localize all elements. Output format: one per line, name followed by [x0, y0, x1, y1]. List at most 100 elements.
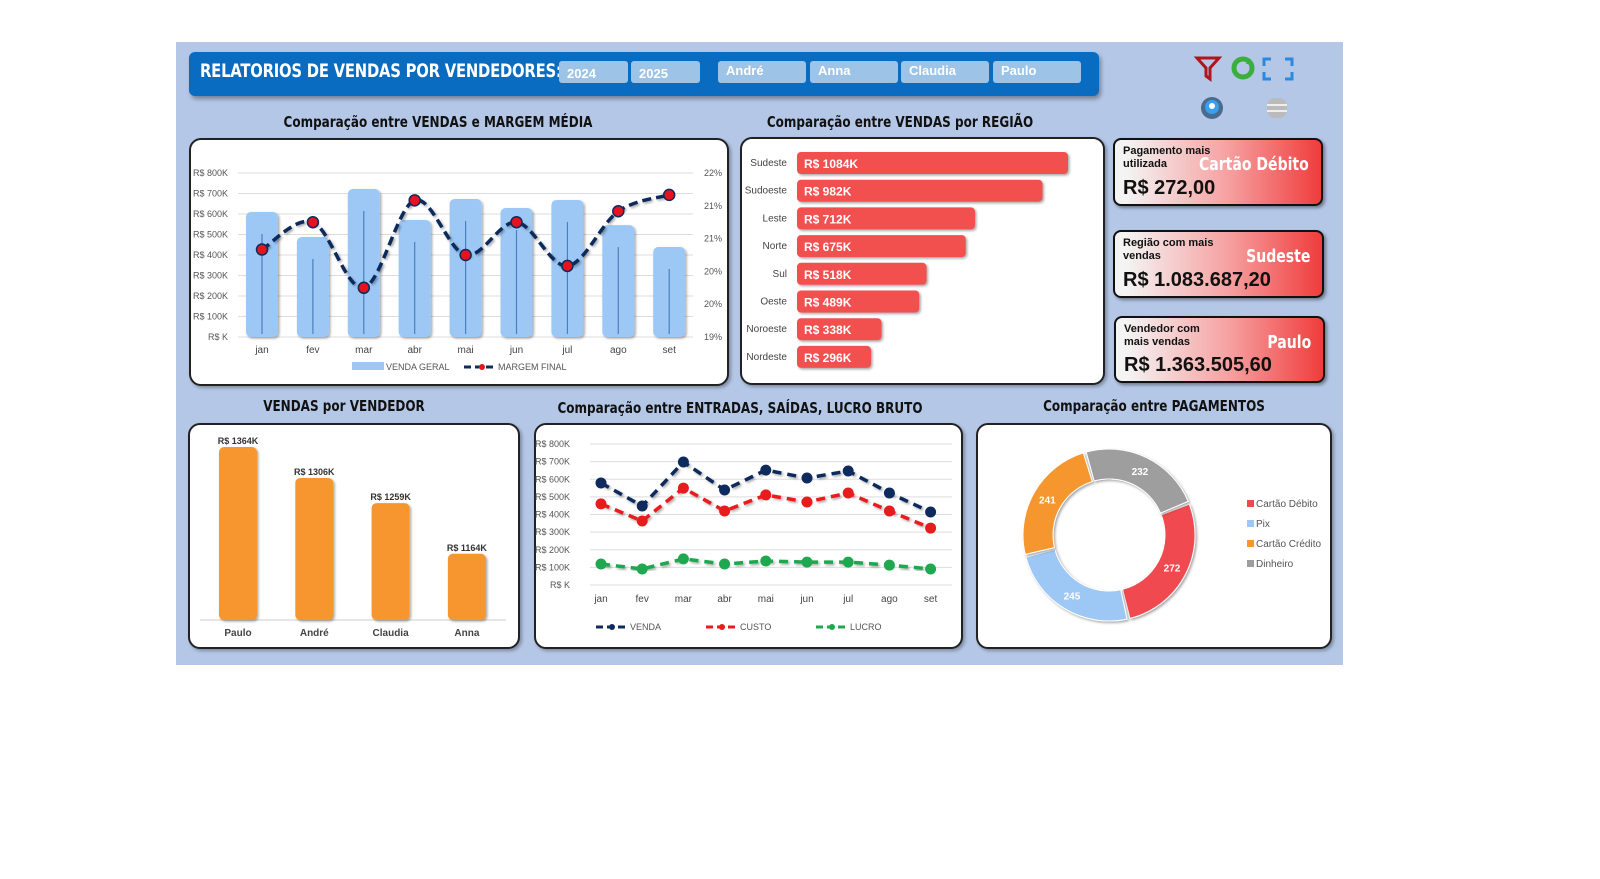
x-tick-label: ago	[610, 345, 627, 356]
kpi-top-seller: Vendedor com mais vendas Paulo R$ 1.363.…	[1114, 316, 1325, 383]
kpi-label: Região com mais vendas	[1123, 237, 1214, 262]
data-point	[677, 553, 689, 565]
x-tick-label: abr	[717, 594, 732, 605]
kpi-label: Pagamento mais utilizada	[1123, 145, 1211, 170]
x-tick-label: Claudia	[373, 628, 410, 639]
filter-icon[interactable]	[1193, 54, 1223, 89]
region-chart	[740, 137, 1105, 385]
y-tick-label: R$ 700K	[193, 189, 228, 199]
y-tick-label: R$ 600K	[535, 474, 570, 484]
data-point	[677, 482, 689, 494]
seller-bar	[295, 477, 334, 620]
data-label: R$ 338K	[804, 323, 852, 337]
data-label: 232	[1132, 467, 1149, 478]
legend-label: Dinheiro	[1256, 559, 1294, 570]
margin-point	[357, 281, 371, 295]
data-point	[595, 558, 607, 570]
data-point	[842, 487, 854, 499]
donut-slice	[1025, 548, 1128, 622]
cashflow-chart	[534, 423, 963, 649]
x-tick-label: set	[663, 345, 677, 356]
data-label: R$ 1306K	[294, 467, 335, 477]
vendor-slicer-anna[interactable]: Anna	[810, 61, 898, 83]
region-bar	[797, 318, 882, 341]
x-tick-label: mai	[758, 594, 774, 605]
region-bar	[797, 262, 927, 285]
data-point	[719, 484, 731, 496]
legend-marker	[479, 364, 485, 370]
category-label: Sudeste	[750, 158, 787, 169]
x-tick-label: ago	[881, 594, 898, 605]
data-point	[636, 500, 648, 512]
data-point	[760, 555, 772, 567]
data-point	[883, 505, 895, 517]
y-tick-label: R$ 300K	[193, 271, 228, 281]
data-label: R$ 489K	[804, 296, 852, 310]
settings-icon[interactable]	[1197, 94, 1227, 129]
x-tick-label: fev	[636, 594, 649, 605]
region-bar	[797, 345, 871, 368]
chart-title-cashflow: Comparação entre ENTRADAS, SAÍDAS, LUCRO…	[557, 399, 923, 417]
vendor-slicer-andre[interactable]: André	[718, 61, 806, 83]
category-label: Sul	[773, 269, 787, 280]
region-bar	[797, 179, 1043, 202]
legend-swatch-venda	[352, 362, 384, 370]
y-tick-label: R$ 600K	[193, 209, 228, 219]
fullscreen-icon[interactable]	[1262, 56, 1294, 89]
kpi-highlight: Sudeste	[1245, 246, 1310, 267]
y-tick-label: R$ 400K	[193, 250, 228, 260]
chart-title-sales-margin: Comparação entre VENDAS e MARGEM MÉDIA	[283, 113, 593, 131]
legend-marker	[829, 624, 835, 630]
year-slicer-2025[interactable]: 2025	[631, 61, 700, 83]
legend-swatch	[1247, 520, 1254, 527]
y-tick-label: R$ 100K	[193, 312, 228, 322]
y-tick-label: R$ 500K	[193, 230, 228, 240]
year-slicer-2024[interactable]: 2024	[559, 61, 628, 83]
margin-point	[510, 215, 523, 229]
data-label: 272	[1164, 564, 1181, 575]
legend-label: Pix	[1256, 519, 1270, 530]
y-tick-label: R$ 400K	[535, 510, 570, 520]
x-tick-label: Anna	[454, 628, 479, 639]
data-point	[760, 489, 772, 501]
data-label: R$ 1164K	[447, 543, 488, 553]
data-point	[719, 558, 731, 570]
y2-tick-label: 22%	[704, 168, 722, 178]
margin-point	[662, 188, 676, 202]
data-point	[925, 563, 937, 575]
chart-title-seller: VENDAS por VENDEDOR	[263, 397, 425, 415]
page-title: RELATORIOS DE VENDAS POR VENDEDORES:	[200, 60, 562, 82]
vendor-slicer-paulo[interactable]: Paulo	[993, 61, 1081, 83]
x-tick-label: jul	[842, 594, 853, 605]
data-label: R$ 518K	[804, 268, 852, 282]
y-tick-label: R$ K	[550, 580, 570, 590]
margin-point	[408, 194, 421, 207]
legend-label: VENDA GERAL	[386, 362, 450, 372]
legend-swatch	[1247, 540, 1254, 547]
kpi-highlight: Cartão Débito	[1199, 154, 1309, 175]
legend-marker	[609, 624, 615, 630]
data-point	[760, 464, 772, 476]
data-point	[883, 559, 895, 571]
x-tick-label: jan	[593, 594, 607, 605]
y-tick-label: R$ 800K	[535, 439, 570, 449]
legend-label: CUSTO	[740, 622, 771, 632]
legend-marker	[719, 624, 725, 630]
database-icon[interactable]	[1262, 94, 1292, 129]
data-point	[636, 515, 648, 527]
x-tick-label: André	[300, 628, 329, 639]
data-label: R$ 712K	[804, 212, 852, 226]
seller-bar	[447, 553, 486, 620]
x-tick-label: jun	[799, 594, 813, 605]
x-tick-label: fev	[306, 345, 319, 356]
vendor-slicer-claudia[interactable]: Claudia	[901, 61, 989, 83]
data-label: R$ 296K	[804, 351, 852, 365]
kpi-most-used-payment: Pagamento mais utilizada Cartão Débito R…	[1113, 138, 1323, 206]
kpi-top-region: Região com mais vendas Sudeste R$ 1.083.…	[1113, 230, 1324, 298]
category-label: Leste	[763, 213, 788, 224]
y-tick-label: R$ K	[208, 332, 228, 342]
refresh-icon[interactable]	[1228, 54, 1258, 89]
region-bar	[797, 290, 920, 313]
x-tick-label: mar	[675, 594, 693, 605]
